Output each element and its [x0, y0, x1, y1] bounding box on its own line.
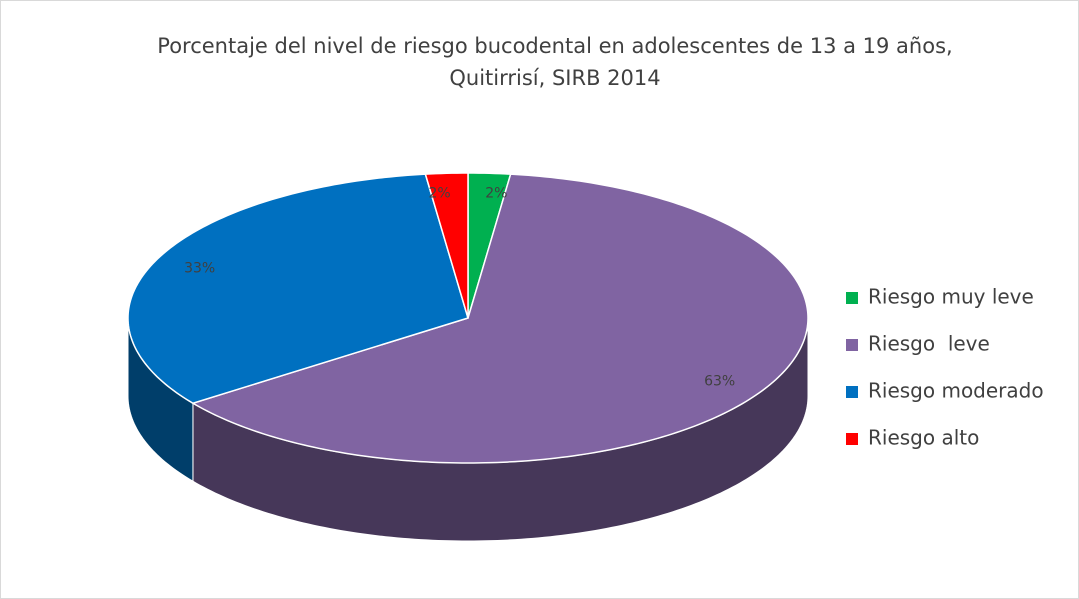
legend-swatch — [846, 386, 858, 398]
chart-title: Quitirrisí, SIRB 2014 — [449, 66, 660, 90]
slice — [424, 172, 469, 319]
legend-swatch — [846, 292, 858, 304]
legend-swatch — [846, 339, 858, 351]
legend-label: Riesgo leve — [868, 332, 990, 356]
data-label: 63% — [704, 373, 735, 389]
chart-title: Porcentaje del nivel de riesgo bucodenta… — [157, 34, 952, 58]
legend-label: Riesgo muy leve — [868, 285, 1034, 309]
data-label: 33% — [184, 260, 215, 276]
slice — [191, 173, 809, 464]
legend-label: Riesgo moderado — [868, 379, 1044, 403]
legend-label: Riesgo alto — [868, 426, 979, 450]
data-label: 2% — [485, 186, 507, 202]
data-label: 2% — [429, 186, 451, 202]
slice — [127, 173, 469, 405]
legend-swatch — [846, 433, 858, 445]
